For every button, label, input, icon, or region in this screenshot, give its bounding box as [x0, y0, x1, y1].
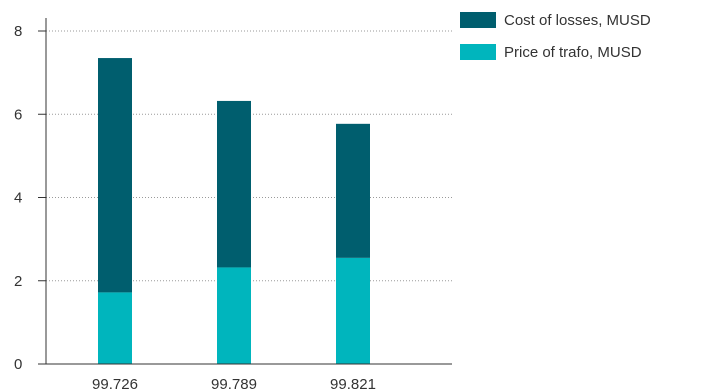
- legend-item-cost-of-losses: Cost of losses, MUSD: [460, 10, 651, 30]
- bars: [98, 58, 370, 364]
- legend-label-cost-of-losses: Cost of losses, MUSD: [504, 11, 651, 29]
- axes: [45, 18, 452, 365]
- legend-swatch-price-of-trafo: [460, 44, 496, 60]
- y-tick-label: 6: [14, 106, 22, 123]
- legend: Cost of losses, MUSD Price of trafo, MUS…: [460, 10, 651, 74]
- y-tick-label: 4: [14, 190, 22, 207]
- bar-cost-of-losses-0: [98, 58, 132, 293]
- legend-swatch-cost-of-losses: [460, 12, 496, 28]
- x-tick-label: 99.789: [211, 376, 257, 392]
- bar-price-of-trafo-2: [336, 257, 370, 364]
- bar-cost-of-losses-2: [336, 123, 370, 258]
- y-tick-label: 0: [14, 356, 22, 373]
- legend-item-price-of-trafo: Price of trafo, MUSD: [460, 42, 651, 62]
- bar-price-of-trafo-0: [98, 292, 132, 364]
- y-tick-label: 8: [14, 23, 22, 40]
- x-tick-label: 99.726: [92, 376, 138, 392]
- bar-price-of-trafo-1: [217, 267, 251, 364]
- x-tick-labels: 99.726 99.789 99.821: [92, 376, 376, 392]
- x-tick-label: 99.821: [330, 376, 376, 392]
- legend-label-price-of-trafo: Price of trafo, MUSD: [504, 43, 642, 61]
- bar-cost-of-losses-1: [217, 100, 251, 268]
- y-tick-label: 2: [14, 273, 22, 290]
- y-tick-labels: 0 2 4 6 8: [14, 23, 46, 373]
